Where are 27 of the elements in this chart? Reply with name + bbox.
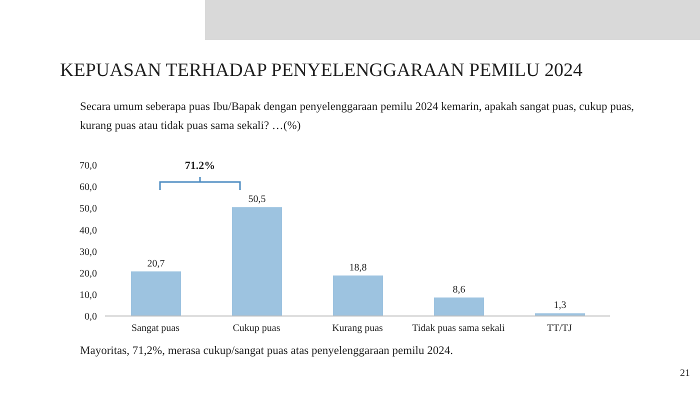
data-label: 1,3 bbox=[554, 300, 566, 312]
text: 21 bbox=[680, 368, 690, 379]
data-label: 20,7 bbox=[147, 258, 165, 270]
data-label: 8,6 bbox=[452, 284, 466, 296]
x-tick-label: TT/TJ bbox=[547, 323, 572, 334]
data-label: 50,5 bbox=[248, 194, 266, 206]
x-tick-label: Kurang puas bbox=[332, 323, 384, 334]
y-tick-label: 60,0 bbox=[80, 182, 97, 194]
y-tick-label: 30,0 bbox=[80, 246, 97, 258]
y-tick-label: 10,0 bbox=[80, 290, 97, 301]
x-tick-label: Tidak puas sama sekali bbox=[412, 323, 506, 334]
bar bbox=[434, 297, 484, 316]
bar bbox=[333, 275, 383, 316]
y-tick-label: 0,0 bbox=[84, 312, 97, 323]
annotation: 71.2% bbox=[184, 160, 216, 172]
y-tick-label: 50,0 bbox=[80, 204, 97, 215]
chart-subtitle: Secara umum seberapa puas Ibu/Bapak dengan penyelenggaraan pemilu 2024 kemarin, apakah sangat puas, cukup puas, kurang puas atau tidak puas sama sekali? …(%) bbox=[80, 100, 636, 134]
data-label: 18,8 bbox=[349, 262, 367, 274]
x-tick-label: Sangat puas bbox=[131, 323, 180, 334]
y-tick-label: 70,0 bbox=[80, 160, 97, 172]
bar bbox=[232, 207, 282, 316]
bar bbox=[131, 271, 181, 316]
x-tick-label: Cukup puas bbox=[232, 323, 280, 334]
y-tick-label: 20,0 bbox=[80, 268, 97, 280]
text: Mayoritas, 71,2%, merasa cukup/sangat puas atas penyelenggaraan pemilu 2024. bbox=[80, 345, 453, 357]
y-tick-label: 40,0 bbox=[80, 225, 97, 236]
chart-title: KEPUASAN TERHADAP PENYELENGGARAAN PEMILU 2024 bbox=[60, 60, 583, 82]
